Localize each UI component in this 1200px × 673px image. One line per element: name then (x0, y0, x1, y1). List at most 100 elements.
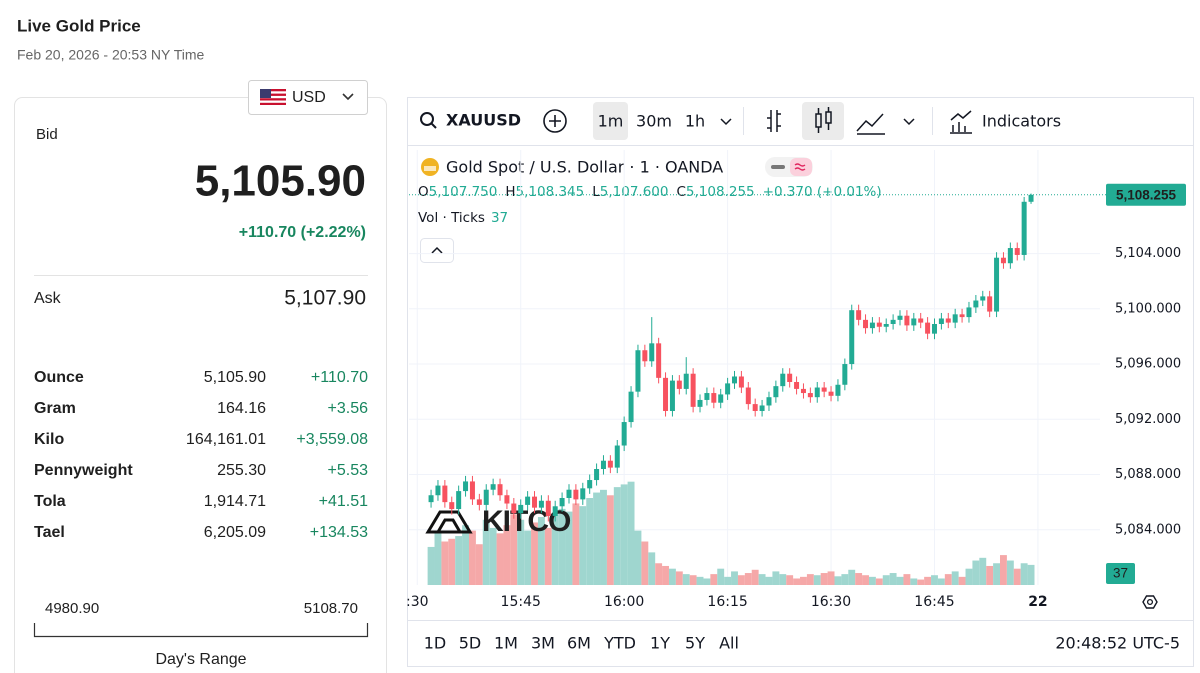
plot-area: 5,084.000 5,088.000 5,092.000 5,096.000 5,10… (406, 150, 1186, 610)
symbol-logo-mark (424, 166, 436, 171)
volume-bar (489, 527, 497, 585)
volume-bar (731, 571, 738, 585)
symbol-label[interactable]: XAUUSD (446, 111, 521, 130)
chart-title: Gold Spot / U.S. Dollar · 1 · OANDA (446, 158, 723, 177)
candle-body (794, 382, 800, 389)
candle-body (821, 387, 827, 392)
volume-bar (434, 533, 442, 585)
volume-bar (1020, 563, 1028, 585)
page-date: Feb 20, 2026 - 20:53 NY Time (17, 47, 205, 63)
candle-body (463, 481, 469, 492)
period-button[interactable]: 1Y (650, 634, 670, 653)
volume-bar (524, 530, 532, 585)
volume-bar (744, 573, 752, 585)
candles-icon[interactable] (815, 107, 832, 133)
volume-bar (772, 571, 780, 585)
collapse-button[interactable] (420, 238, 454, 263)
candle-body (773, 386, 779, 398)
period-button[interactable]: 1M (494, 634, 518, 653)
candle-body (807, 393, 813, 398)
indicators-button[interactable]: Indicators (982, 112, 1061, 131)
candle-body (663, 377, 669, 411)
candle-body (435, 485, 441, 496)
chevron-icon[interactable] (720, 118, 732, 126)
candle-body (690, 373, 696, 407)
candle-body (725, 383, 731, 395)
candle-body (925, 322, 931, 334)
compare-icon[interactable] (543, 109, 567, 133)
unit-price: 255.30 (217, 462, 266, 479)
candle-body (532, 496, 538, 508)
candle-body (538, 500, 544, 508)
volume-bar (979, 557, 987, 585)
clock: 20:48:52 UTC-5 (1055, 634, 1180, 653)
volume-bar (958, 576, 966, 585)
period-button[interactable]: 1D (424, 634, 447, 653)
candle-body (897, 315, 903, 320)
chevron-icon[interactable] (903, 118, 915, 126)
chevron-icon (342, 93, 354, 101)
interval[interactable]: 1m (598, 112, 624, 131)
candle-body (752, 404, 758, 411)
currency-label: USD (292, 89, 326, 106)
candle-body (676, 380, 682, 389)
volume-value: 37 (491, 210, 508, 226)
period-button[interactable]: 6M (567, 634, 591, 653)
volume-bar (972, 560, 980, 585)
unit-change: +41.51 (319, 493, 368, 510)
interval[interactable]: 30m (636, 112, 672, 131)
search-icon[interactable] (420, 112, 437, 129)
volume-bar (648, 552, 656, 585)
unit-change: +3,559.08 (296, 431, 368, 448)
candle-body (621, 422, 627, 446)
candle-body (1000, 257, 1006, 264)
candle-body (718, 394, 724, 403)
period-button[interactable]: All (719, 634, 739, 653)
candle-body (1028, 194, 1034, 202)
volume-bar (896, 576, 904, 585)
indicators-icon[interactable] (950, 110, 972, 134)
range-low: 4980.90 (45, 600, 99, 617)
candle-body (856, 310, 862, 320)
x-tick-label: 22 (1028, 594, 1047, 610)
candle-body (980, 296, 986, 301)
settings-icon[interactable] (1142, 595, 1158, 609)
volume-bar (800, 576, 807, 585)
candle-body (697, 399, 703, 407)
unit-change: +3.56 (328, 400, 369, 417)
volume-bar (537, 517, 545, 585)
ohlc-value: 5,107.750 (429, 184, 498, 200)
volume-bar (848, 569, 856, 585)
y-tick-label: 5,100.000 (1115, 301, 1181, 316)
candle-body (966, 307, 972, 318)
period-button[interactable]: 5D (459, 634, 482, 653)
candle-body (849, 310, 855, 365)
period-button[interactable]: YTD (603, 634, 636, 653)
interval[interactable]: 1h (685, 112, 705, 131)
period-button[interactable]: 3M (531, 634, 555, 653)
candle-body (711, 393, 717, 403)
volume-bar (862, 575, 869, 585)
candle-body (732, 376, 738, 384)
volume-bar (531, 522, 538, 585)
period-button[interactable]: 5Y (685, 634, 705, 653)
candle-body (952, 314, 958, 323)
volume-bar (944, 574, 952, 585)
unit-name: Kilo (34, 431, 64, 448)
volume-title: Vol · Ticks (418, 210, 485, 226)
bars-icon[interactable] (767, 110, 781, 132)
area-icon[interactable] (856, 113, 885, 135)
volume-bar (993, 563, 1001, 585)
ask-price: 5,107.90 (284, 287, 366, 310)
volume-bar (1000, 555, 1007, 585)
candle-body (745, 387, 751, 405)
unit-price: 164.16 (217, 400, 266, 417)
x-tick-label: 15:45 (501, 594, 541, 610)
unit-change: +5.53 (328, 462, 369, 479)
candle-body (869, 322, 875, 329)
range-bar (33, 623, 369, 638)
unit-name: Gram (34, 400, 76, 417)
volume-bar (455, 536, 463, 585)
volume-bar (544, 527, 552, 585)
candle-body (552, 506, 558, 516)
